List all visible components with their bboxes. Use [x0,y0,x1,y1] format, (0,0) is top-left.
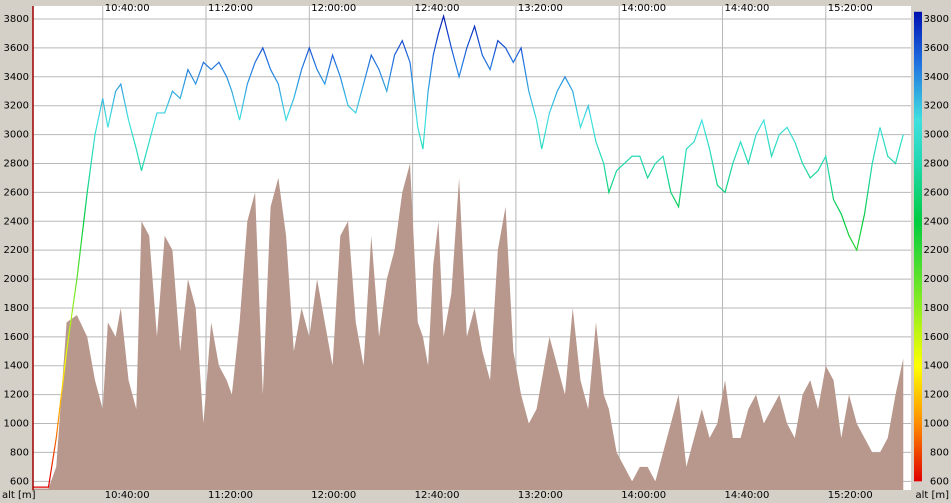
axis-label: alt [m] [2,490,36,501]
y-tick-label: 2800 [4,158,29,169]
x-tick-label: 12:00:00 [311,490,356,501]
colorbar-label: 2200 [924,245,949,256]
x-tick-label: 11:20:00 [208,490,253,501]
colorbar-label: 1800 [924,303,949,314]
x-tick-label: 12:40:00 [415,490,460,501]
x-tick-label: 10:40:00 [105,490,150,501]
y-tick-label: 1200 [4,390,29,401]
colorbar-label: 3800 [924,14,949,25]
x-tick-label: 13:20:00 [518,490,563,501]
y-tick-label: 1600 [4,332,29,343]
colorbar-label: 3200 [924,101,949,112]
x-tick-label: 14:00:00 [621,490,666,501]
y-tick-label: 3400 [4,72,29,83]
colorbar-label: 2400 [924,216,949,227]
axis-label: alt [m] [915,490,949,501]
y-tick-label: 2000 [4,274,29,285]
y-tick-label: 3200 [4,101,29,112]
x-tick-label: 10:40:00 [105,3,150,14]
colorbar-label: 2000 [924,274,949,285]
line [33,13,904,488]
x-tick-label: 11:20:00 [208,3,253,14]
colorbar-label: 3400 [924,72,949,83]
x-tick-label: 12:00:00 [311,3,356,14]
colorbar-label: 3000 [924,130,949,141]
colorbar-label: 1600 [924,332,949,343]
x-tick-label: 14:40:00 [724,3,769,14]
x-tick-label: 13:20:00 [518,3,563,14]
colorbar-label: 600 [930,476,949,487]
colorbar-label: 2600 [924,187,949,198]
colorbar-label: 3600 [924,43,949,54]
colorbar-label: 1200 [924,390,949,401]
y-tick-label: 1400 [4,361,29,372]
y-tick-label: 800 [10,447,29,458]
x-tick-label: 15:20:00 [828,3,873,14]
y-tick-label: 3000 [4,130,29,141]
y-tick-label: 2200 [4,245,29,256]
x-tick-label: 14:40:00 [724,490,769,501]
x-tick-label: 12:40:00 [415,3,460,14]
colorbar-label: 2800 [924,158,949,169]
colorbar-label: 1400 [924,361,949,372]
y-tick-label: 600 [10,476,29,487]
colorbar-label: 1000 [924,419,949,430]
y-tick-label: 3800 [4,14,29,25]
x-tick-label: 15:20:00 [828,490,873,501]
colorbar-label: 800 [930,447,949,458]
y-tick-label: 1000 [4,419,29,430]
colorbar [914,11,922,482]
x-tick-label: 14:00:00 [621,3,666,14]
y-tick-label: 1800 [4,303,29,314]
y-tick-label: 3600 [4,43,29,54]
area [33,163,904,490]
y-tick-label: 2400 [4,216,29,227]
y-tick-label: 2600 [4,187,29,198]
